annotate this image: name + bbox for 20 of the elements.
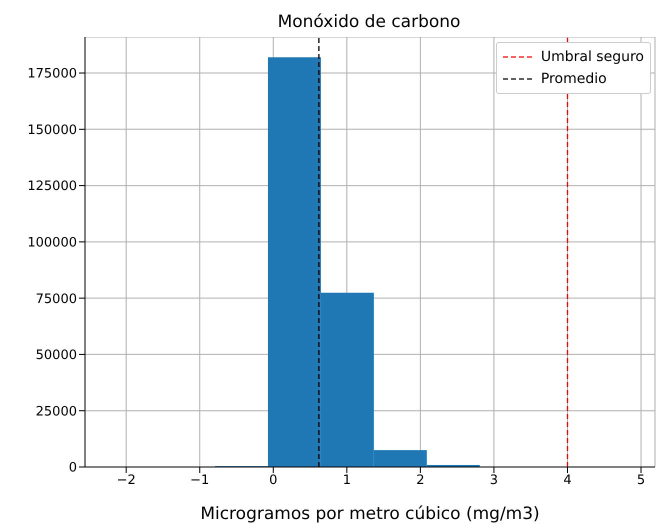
chart-title: Monóxido de carbono bbox=[276, 11, 462, 34]
y-tick-label: 175000 bbox=[27, 66, 77, 82]
x-tick-label: 3 bbox=[490, 473, 498, 488]
y-tick-label: 125000 bbox=[27, 179, 77, 194]
y-tick-label: 150000 bbox=[27, 122, 77, 138]
x-tick-label: 4 bbox=[563, 473, 572, 488]
x-tick-label: −2 bbox=[116, 473, 136, 488]
ref-line-label: Promedio bbox=[540, 70, 607, 89]
x-tick-label: 1 bbox=[342, 473, 351, 488]
x-tick-label: 0 bbox=[269, 473, 278, 488]
ref-line-label: Umbral seguro bbox=[540, 48, 644, 67]
y-tick-label: 100000 bbox=[27, 235, 77, 250]
y-tick-label: 0 bbox=[68, 460, 77, 476]
x-tick-label: 2 bbox=[416, 473, 425, 488]
x-axis-title: Microgramos por metro cúbico (mg/m3) bbox=[200, 504, 540, 524]
y-tick-label: 50000 bbox=[36, 348, 77, 364]
y-tick-label: 25000 bbox=[36, 404, 77, 420]
y-tick-label: 75000 bbox=[36, 292, 77, 307]
x-tick-label: −1 bbox=[190, 473, 210, 488]
x-tick-label: 5 bbox=[636, 473, 646, 488]
